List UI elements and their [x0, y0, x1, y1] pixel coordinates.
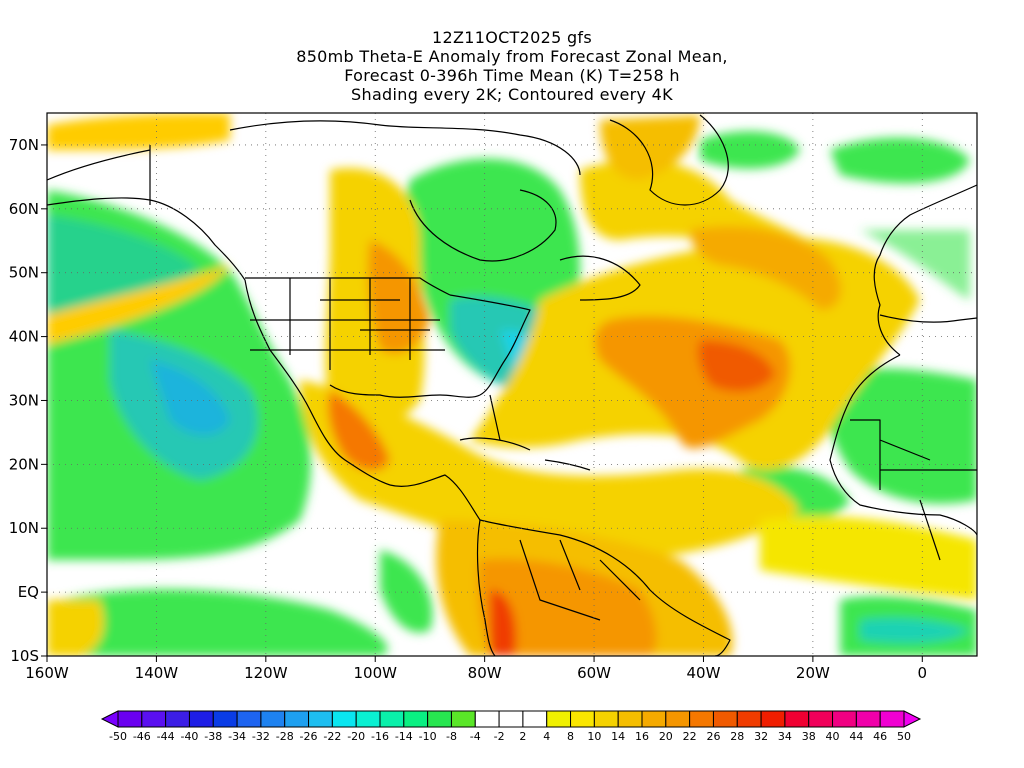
colorbar-label: -20 — [347, 730, 365, 743]
colorbar-label: 38 — [802, 730, 816, 743]
colorbar-swatch — [855, 710, 881, 728]
colorbar-label: -2 — [494, 730, 505, 743]
colorbar-label: -8 — [446, 730, 457, 743]
colorbar-swatch — [784, 710, 810, 728]
colorbar-label: -14 — [395, 730, 413, 743]
colorbar-swatch — [617, 710, 643, 728]
colorbar-label: -40 — [180, 730, 198, 743]
colorbar-swatch — [165, 710, 190, 728]
colorbar-swatch — [498, 710, 524, 728]
lat-tick-label: 40N — [9, 328, 39, 346]
colorbar-label: 46 — [873, 730, 887, 743]
colorbar: -50 -46 -44 -40 -38 -34 -32 -28 -26 -22 -20 -16 -14-… — [100, 710, 922, 743]
colorbar-swatch — [689, 710, 714, 728]
lon-tick-label: 40W — [687, 664, 721, 682]
lon-tick-label: 60W — [577, 664, 611, 682]
lat-tick-label: 70N — [9, 136, 39, 154]
colorbar-high-arrow — [903, 710, 922, 728]
header-line-2: 850mb Theta-E Anomaly from Forecast Zona… — [296, 47, 728, 66]
lat-tick-label: 60N — [9, 200, 39, 218]
colorbar-swatch — [665, 710, 691, 728]
colorbar-swatch — [117, 710, 143, 728]
colorbar-label: -26 — [300, 730, 318, 743]
colorbar-swatch — [331, 710, 357, 728]
colorbar-swatch — [736, 710, 762, 728]
colorbar-swatch — [188, 710, 214, 728]
lon-tick-label: 100W — [354, 664, 398, 682]
header-line-4: Shading every 2K; Contoured every 4K — [351, 85, 673, 104]
colorbar-label: -32 — [252, 730, 270, 743]
map-frame — [46, 112, 978, 657]
colorbar-label: 14 — [611, 730, 625, 743]
colorbar-swatch — [832, 710, 857, 728]
colorbar-label: -28 — [276, 730, 294, 743]
colorbar-swatch — [355, 710, 381, 728]
lat-tick-label: 30N — [9, 391, 39, 409]
graticule — [47, 113, 977, 656]
colorbar-label: -10 — [419, 730, 437, 743]
colorbar-swatch — [760, 710, 786, 728]
lat-tick-label: 10S — [10, 647, 39, 665]
lon-tick-label: 20W — [796, 664, 830, 682]
colorbar-swatch — [712, 710, 738, 728]
colorbar-swatch — [641, 710, 667, 728]
colorbar-swatch — [212, 710, 238, 728]
colorbar-label: 8 — [567, 730, 574, 743]
lat-tick-label: 10N — [9, 519, 39, 537]
colorbar-swatch — [450, 710, 476, 728]
colorbar-label: 16 — [635, 730, 649, 743]
lat-tick-label: EQ — [18, 583, 39, 601]
colorbar-swatch — [427, 710, 452, 728]
lat-tick-label: 20N — [9, 455, 39, 473]
colorbar-label: 4 — [543, 730, 550, 743]
colorbar-swatch — [403, 710, 429, 728]
colorbar-label: -38 — [204, 730, 222, 743]
colorbar-swatch — [808, 710, 834, 728]
colorbar-swatch — [879, 710, 905, 728]
colorbar-swatch — [522, 710, 548, 728]
lon-tick-label: 80W — [468, 664, 502, 682]
colorbar-label: 2 — [519, 730, 526, 743]
colorbar-low-arrow — [100, 710, 119, 728]
colorbar-label: 28 — [730, 730, 744, 743]
lon-tick-label: 140W — [135, 664, 179, 682]
colorbar-label: -44 — [157, 730, 175, 743]
colorbar-label: -16 — [371, 730, 389, 743]
colorbar-label: 10 — [587, 730, 601, 743]
colorbar-swatch — [570, 710, 595, 728]
colorbar-swatch — [308, 710, 333, 728]
colorbar-label: 40 — [826, 730, 840, 743]
colorbar-label: 26 — [706, 730, 720, 743]
colorbar-label: -4 — [470, 730, 481, 743]
anomaly-shading — [47, 113, 977, 656]
colorbar-swatch — [474, 710, 500, 728]
colorbar-label: 50 — [897, 730, 911, 743]
header-line-1: 12Z11OCT2025 gfs — [432, 28, 592, 47]
colorbar-label: -46 — [133, 730, 151, 743]
colorbar-swatch — [284, 710, 310, 728]
colorbar-label: 44 — [849, 730, 863, 743]
colorbar-label: 20 — [659, 730, 673, 743]
colorbar-swatch — [379, 710, 405, 728]
colorbar-swatch — [260, 710, 286, 728]
colorbar-label: -34 — [228, 730, 246, 743]
lat-tick-label: 50N — [9, 264, 39, 282]
colorbar-label: -50 — [109, 730, 127, 743]
colorbar-label: 32 — [754, 730, 768, 743]
lon-tick-label: 0 — [918, 664, 928, 682]
lon-tick-label: 120W — [244, 664, 288, 682]
header-line-3: Forecast 0-396h Time Mean (K) T=258 h — [344, 66, 680, 85]
colorbar-label: -22 — [323, 730, 341, 743]
lon-tick-label: 160W — [25, 664, 69, 682]
colorbar-swatch — [546, 710, 572, 728]
coastlines — [47, 114, 977, 656]
colorbar-swatch — [593, 710, 619, 728]
colorbar-label: 34 — [778, 730, 792, 743]
map-axes: 160W 140W 120W 100W 80W 60W 40W 20W 0 70N 60N 50N 40… — [9, 136, 927, 682]
colorbar-swatch — [236, 710, 262, 728]
colorbar-swatch — [141, 710, 167, 728]
colorbar-label: 22 — [683, 730, 697, 743]
